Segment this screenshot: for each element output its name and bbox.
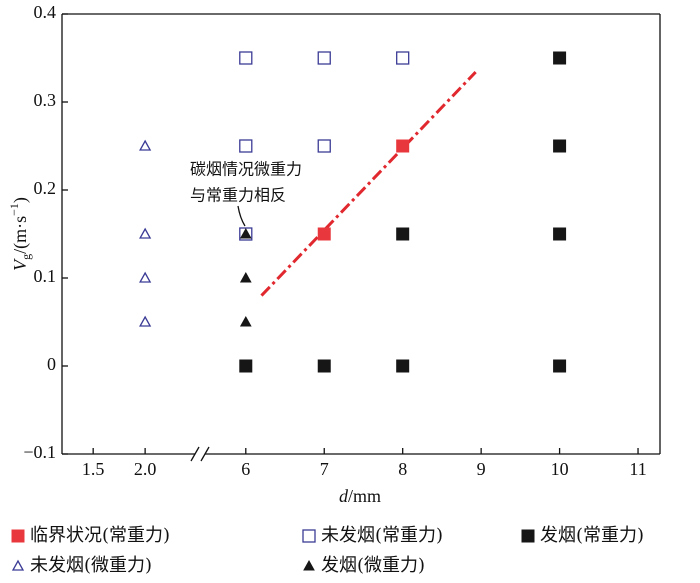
x-tick-label: 9 bbox=[477, 459, 486, 479]
annotation: 碳烟情况微重力 bbox=[190, 160, 302, 179]
marker-triangle bbox=[239, 315, 252, 327]
x-tick-label: 6 bbox=[241, 459, 250, 479]
y-tick-label: 0 bbox=[47, 354, 56, 374]
x-axis-label-unit: /mm bbox=[348, 486, 381, 506]
legend-marker bbox=[521, 529, 535, 543]
legend-label: 临界状况(常重力) bbox=[30, 525, 170, 546]
y-axis-label-var: V bbox=[10, 258, 30, 271]
x-tick-label: 2.0 bbox=[134, 459, 157, 479]
marker-square bbox=[396, 227, 410, 241]
y-axis-label-unit: /(m·s bbox=[10, 216, 31, 254]
marker-triangle bbox=[139, 271, 152, 283]
marker-square bbox=[553, 359, 567, 373]
x-axis-label: d/mm bbox=[339, 486, 381, 506]
y-tick-label: 0.4 bbox=[34, 2, 57, 22]
marker-square bbox=[396, 139, 410, 153]
annotation-arrow bbox=[237, 205, 246, 227]
legend-label: 未发烟(微重力) bbox=[30, 555, 152, 576]
marker-triangle bbox=[239, 271, 252, 283]
y-axis-label-sub: g bbox=[19, 254, 33, 260]
legend-label: 未发烟(常重力) bbox=[321, 525, 443, 546]
x-axis-label-var: d bbox=[339, 486, 349, 506]
marker-triangle bbox=[139, 227, 152, 239]
y-axis-label-close: ) bbox=[10, 197, 31, 203]
marker-square bbox=[553, 139, 567, 153]
y-tick-label: 0.3 bbox=[34, 90, 57, 110]
legend-marker bbox=[11, 529, 25, 543]
marker-square bbox=[317, 227, 331, 241]
marker-square bbox=[317, 51, 331, 65]
legend-label: 发烟(微重力) bbox=[321, 555, 425, 576]
x-tick-label: 10 bbox=[551, 459, 569, 479]
marker-triangle bbox=[139, 315, 152, 327]
marker-square bbox=[239, 359, 253, 373]
y-axis-label: Vg/(m·s−1) bbox=[7, 197, 33, 271]
marker-triangle bbox=[239, 227, 252, 239]
marker-square bbox=[553, 51, 567, 65]
marker-square bbox=[396, 51, 410, 65]
legend-marker bbox=[302, 529, 316, 543]
marker-square bbox=[239, 139, 253, 153]
y-tick-label: 0.2 bbox=[34, 178, 57, 198]
x-tick-label: 7 bbox=[320, 459, 329, 479]
annotation: 与常重力相反 bbox=[190, 186, 286, 205]
y-tick-label: −0.1 bbox=[23, 442, 56, 462]
x-tick-label: 11 bbox=[629, 459, 646, 479]
marker-square bbox=[317, 139, 331, 153]
y-axis-label-exp: −1 bbox=[7, 203, 21, 216]
y-tick-label: 0.1 bbox=[34, 266, 57, 286]
x-tick-label: 8 bbox=[398, 459, 407, 479]
marker-square bbox=[239, 51, 253, 65]
axis-break bbox=[200, 446, 210, 462]
marker-triangle bbox=[139, 139, 152, 151]
axis-break bbox=[190, 446, 200, 462]
x-tick-label: 1.5 bbox=[82, 459, 105, 479]
legend-label: 发烟(常重力) bbox=[540, 525, 644, 546]
marker-square bbox=[317, 359, 331, 373]
marker-square bbox=[396, 359, 410, 373]
trend-line bbox=[260, 71, 477, 297]
legend-marker bbox=[303, 559, 315, 571]
marker-square bbox=[553, 227, 567, 241]
legend-marker bbox=[11, 559, 25, 571]
